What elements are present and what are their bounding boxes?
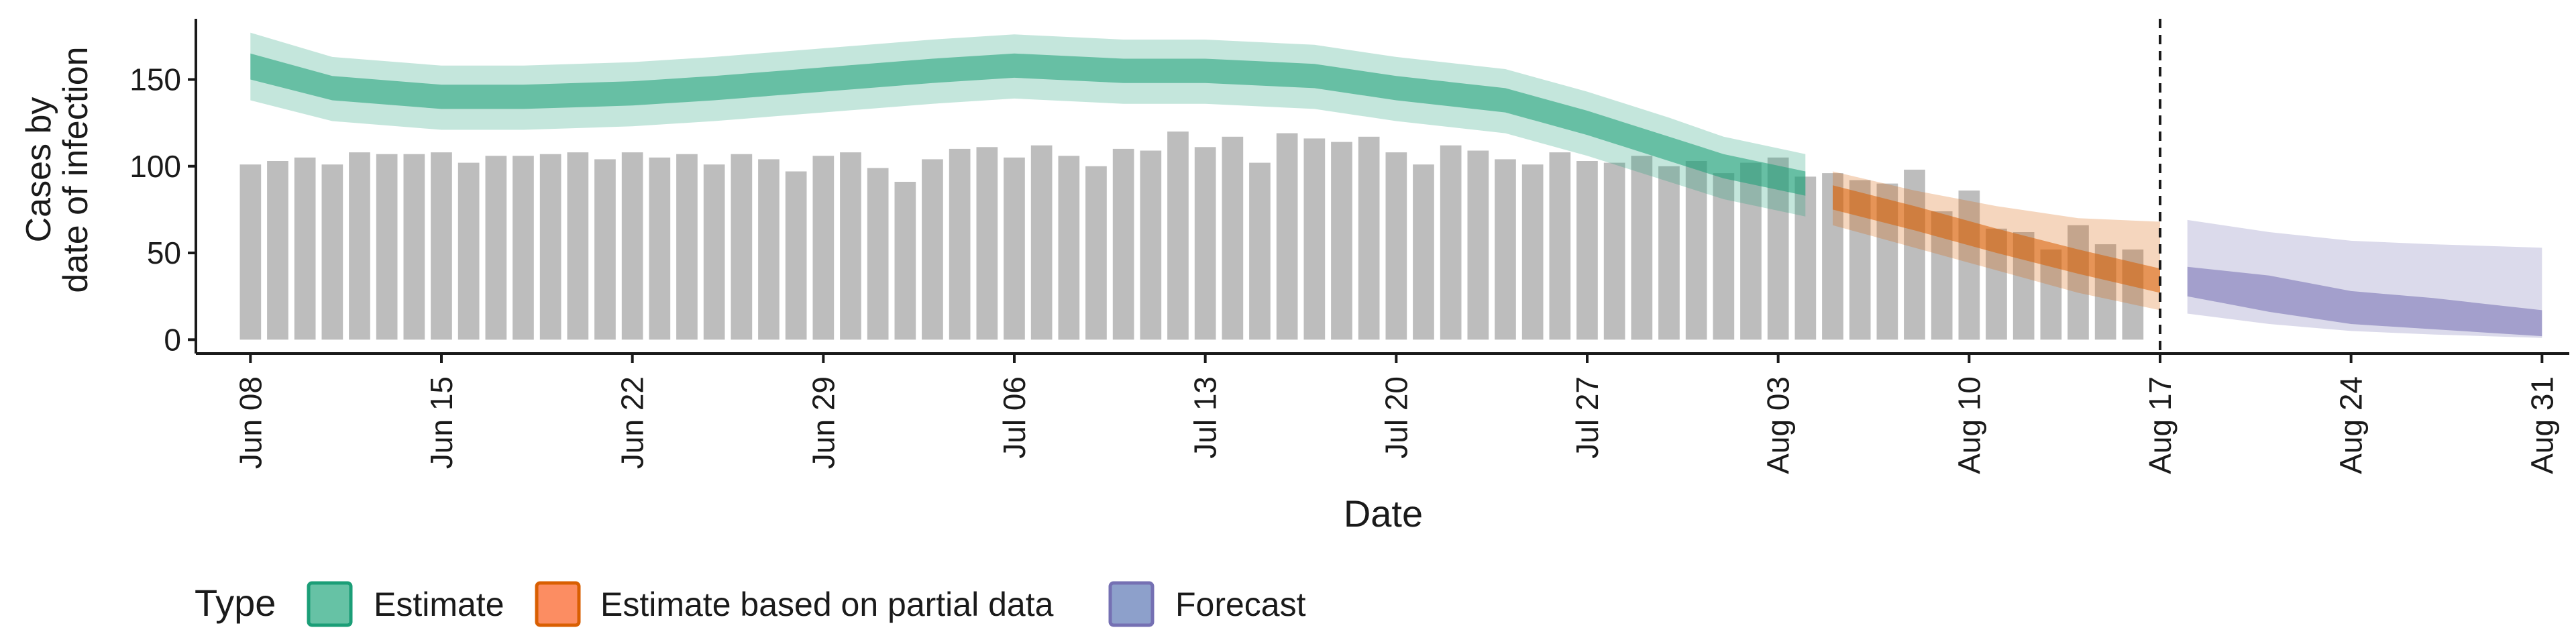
bar (1004, 157, 1025, 340)
x-tick-label: Jun 15 (424, 376, 459, 469)
bar (949, 148, 971, 340)
bar (676, 154, 698, 340)
bar (1112, 148, 1134, 340)
bar (1576, 161, 1598, 340)
bar (1085, 166, 1107, 340)
bar (867, 168, 889, 340)
bar (1904, 169, 1925, 340)
legend-key-forecast (1108, 581, 1155, 627)
bar (1603, 162, 1625, 340)
bar (349, 152, 370, 340)
estimate-inner-band (250, 53, 1806, 196)
bar (1685, 161, 1707, 340)
y-tick-label: 0 (164, 322, 181, 357)
bar (976, 147, 998, 340)
bar (1167, 131, 1189, 340)
bar (1222, 136, 1244, 340)
legend-label-estimate: Estimate (374, 586, 504, 623)
bar (731, 154, 753, 340)
bar (485, 156, 507, 340)
bar (2068, 225, 2089, 340)
bars-layer (239, 131, 2144, 340)
legend-label-forecast: Forecast (1175, 586, 1306, 623)
x-tick-label: Jul 20 (1379, 376, 1413, 459)
x-tick-label: Aug 24 (2334, 376, 2369, 474)
bar (539, 154, 561, 340)
x-tick-label: Jun 08 (233, 376, 268, 469)
y-ticks: 0 50 100 150 (129, 62, 196, 357)
x-tick-label: Jul 06 (997, 376, 1032, 459)
bar (1658, 166, 1680, 340)
bar (1194, 147, 1216, 340)
bar (294, 157, 316, 340)
x-tick-label: Jun 29 (806, 376, 841, 469)
bar (513, 156, 534, 340)
x-ticks: Jun 08 Jun 15 Jun 22 Jun 29 Jul 06 Jul 13 Jul … (233, 354, 2559, 474)
bar (703, 164, 725, 340)
bar (1058, 156, 1080, 340)
bar (1030, 145, 1053, 340)
x-tick-label: Aug 10 (1951, 376, 1986, 474)
legend-key-partial (535, 581, 581, 627)
legend-key-estimate (307, 581, 353, 627)
y-tick-label: 50 (147, 235, 181, 270)
axes-layer (195, 19, 2569, 355)
y-axis-title: Cases by date of infection (19, 46, 95, 292)
y-axis-title-line-1: Cases by (19, 97, 58, 243)
y-tick-label: 100 (129, 149, 181, 184)
bar (1549, 152, 1571, 340)
legend: Type Estimate Estimate based on partial … (195, 581, 1306, 627)
bar (1631, 156, 1653, 340)
bar (1303, 138, 1326, 340)
legend-label-partial: Estimate based on partial data (600, 586, 1054, 623)
bar (1440, 145, 1462, 340)
bar (922, 159, 943, 340)
bar (840, 152, 861, 340)
bar (621, 152, 643, 340)
bar (649, 157, 671, 340)
forecast-inner-band (2187, 266, 2542, 337)
bar (239, 164, 262, 340)
bar (1958, 191, 1980, 340)
bar (431, 152, 452, 340)
bar (1140, 150, 1162, 340)
bar (785, 171, 807, 340)
bar (594, 159, 616, 340)
bar (1794, 176, 1817, 340)
x-tick-label: Aug 31 (2524, 376, 2559, 474)
bar (1740, 162, 1762, 340)
bands-layer (250, 32, 2542, 338)
bar (894, 182, 916, 340)
bar (1276, 133, 1298, 340)
x-axis-title: Date (1344, 492, 1423, 535)
bar (758, 159, 780, 340)
bar (1385, 152, 1407, 340)
bar (267, 161, 288, 340)
bar (321, 164, 343, 340)
bar (1413, 164, 1434, 340)
bar (1331, 142, 1352, 340)
x-tick-label: Aug 17 (2143, 376, 2178, 474)
bar (1495, 159, 1516, 340)
bar (1521, 164, 1544, 340)
legend-title: Type (195, 582, 276, 624)
x-tick-label: Jul 27 (1570, 376, 1605, 459)
bar (376, 154, 398, 340)
bar (1358, 136, 1380, 340)
bar (1467, 150, 1489, 340)
bar (567, 152, 589, 340)
x-tick-label: Aug 03 (1761, 376, 1796, 474)
x-tick-label: Jun 22 (615, 376, 650, 469)
y-axis-title-line-2: date of infection (56, 46, 95, 292)
bar (812, 156, 835, 340)
bar (1249, 162, 1271, 340)
estimate-based-on-partial-data-inner-band (1833, 185, 2160, 293)
bar (458, 162, 480, 340)
x-tick-label: Jul 13 (1188, 376, 1223, 459)
bar (403, 154, 425, 340)
y-tick-label: 150 (129, 62, 181, 97)
bar (1713, 173, 1735, 340)
